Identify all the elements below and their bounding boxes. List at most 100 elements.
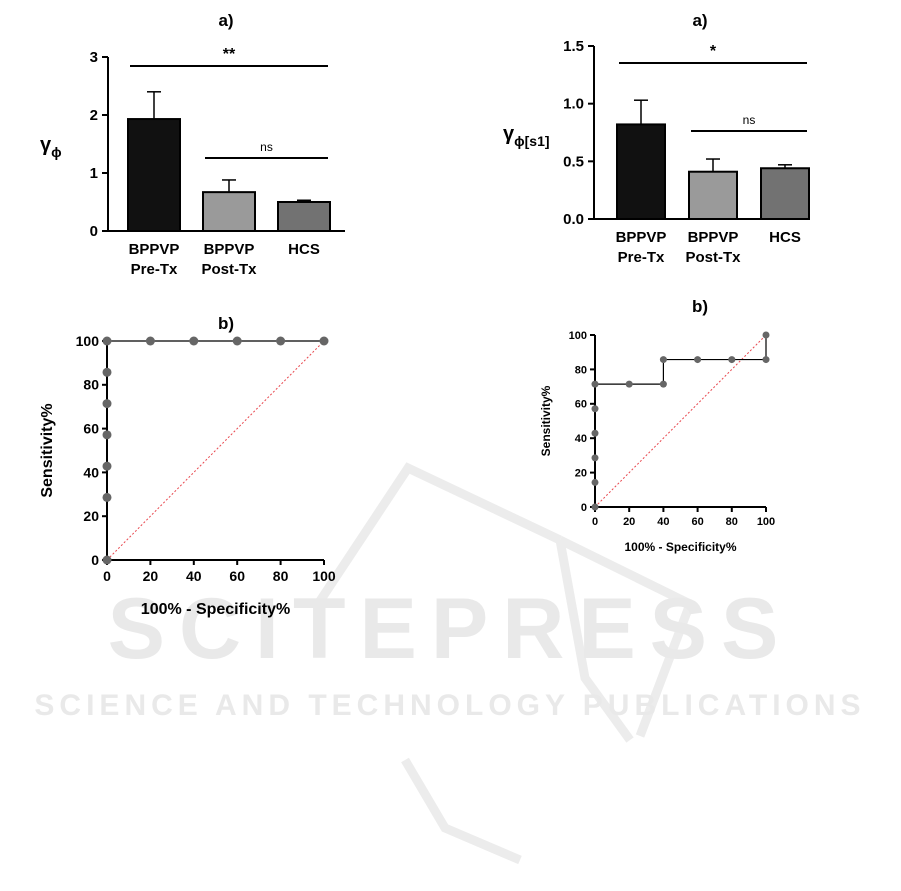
y-tick-label: 60 [575,399,587,411]
roc-point [591,454,599,462]
bar-chart-left: a) γϕ 0 1 2 3 BPPVP Pre-Tx BPPVP Post-Tx HCS ** ns [40,11,345,278]
roc-point [102,336,112,346]
y-tick-label: 20 [83,508,99,524]
y-tick-label: 20 [575,467,587,479]
significance-label: * [710,43,717,60]
x-category-label: BPPVP [616,229,667,246]
x-tick-label: 0 [592,516,598,528]
roc-point [189,336,199,346]
y-tick-label: 40 [83,464,99,480]
bar [277,201,331,232]
y-tick-label: 40 [575,433,587,445]
roc-point [102,461,112,471]
panel-label: a) [218,11,233,30]
x-tick-label: 100 [312,568,336,584]
watermark: SCITEPRESS SCIENCE AND TECHNOLOGY PUBLIC… [34,462,865,865]
x-tick-label: 80 [273,568,289,584]
roc-chart-right: b) 0 20 40 60 80 100 0 20 40 60 80 100 100% - Specifi… [539,297,775,554]
y-tick-label: 60 [83,421,99,437]
y-axis-label: Sensitivity% [539,385,553,456]
reference-line [594,334,767,508]
roc-point [659,356,667,364]
x-category-label: HCS [288,241,320,258]
bar [760,167,810,220]
x-tick-label: 0 [103,568,111,584]
significance-label: ns [743,113,756,127]
bar [202,191,256,232]
roc-point [102,555,112,565]
roc-point [625,380,633,388]
x-tick-label: 20 [143,568,159,584]
roc-chart-left: b) 0 20 40 60 80 100 0 20 40 60 80 100 100% - Specifi… [39,314,336,618]
x-tick-label: 40 [186,568,202,584]
x-axis-label: 100% - Specificity% [624,540,736,554]
x-tick-label: 40 [657,516,669,528]
reference-line [106,340,325,561]
roc-point [102,399,112,409]
bar [616,123,666,220]
x-category-label: HCS [769,229,801,246]
roc-point [145,336,155,346]
y-tick-label: 1 [90,165,98,182]
x-tick-label: 20 [623,516,635,528]
y-tick-label: 0 [90,223,98,240]
roc-point [102,492,112,502]
roc-point [591,405,599,413]
x-category-label: BPPVP [688,229,739,246]
y-tick-label: 2 [90,107,98,124]
y-tick-label: 0.0 [563,211,584,228]
roc-curve-line [106,340,324,560]
y-axis-label: Sensitivity% [39,403,56,497]
panel-label: b) [218,314,234,333]
y-tick-label: 80 [83,377,99,393]
x-tick-label: 100 [757,516,775,528]
significance-label: ns [260,140,273,154]
y-axis-label: γϕ[s1] [503,123,550,149]
roc-point [319,336,329,346]
x-tick-label: 60 [229,568,245,584]
watermark-sub-text: SCIENCE AND TECHNOLOGY PUBLICATIONS [34,689,865,722]
y-tick-label: 100 [76,333,100,349]
roc-point [694,356,702,364]
y-tick-label: 80 [575,364,587,376]
roc-point [591,478,599,486]
roc-point [232,336,242,346]
bar-chart-right: a) γϕ[s1] 0.0 0.5 1.0 1.5 BPPVP Pre-Tx BPPVP Post… [503,11,810,266]
y-tick-label: 0 [581,502,587,514]
y-tick-label: 3 [90,49,98,66]
y-tick-label: 0 [91,552,99,568]
roc-point [659,380,667,388]
roc-point [762,356,770,364]
y-tick-label: 0.5 [563,153,584,170]
roc-point [591,380,599,388]
x-axis-label: 100% - Specificity% [141,601,290,618]
x-category-label: Pre-Tx [618,249,665,266]
roc-point [591,503,599,511]
x-category-label: BPPVP [204,241,255,258]
x-category-label: BPPVP [129,241,180,258]
y-tick-label: 1.0 [563,96,584,113]
panel-label: b) [692,297,708,316]
roc-point [591,429,599,437]
x-tick-label: 60 [691,516,703,528]
x-tick-label: 80 [726,516,738,528]
y-tick-label: 1.5 [563,38,584,55]
roc-point [276,336,286,346]
roc-point [728,356,736,364]
watermark-logo-shape [314,462,696,865]
bar [127,118,181,232]
y-tick-label: 100 [569,330,587,342]
roc-point [102,430,112,440]
panel-label: a) [692,11,707,30]
y-axis-label: γϕ [40,134,62,160]
x-category-label: Post-Tx [201,261,257,278]
watermark-main-text: SCITEPRESS [108,581,793,677]
roc-curve-line [594,335,767,507]
bar [688,170,738,220]
x-category-label: Pre-Tx [131,261,178,278]
roc-point [762,331,770,339]
x-category-label: Post-Tx [685,249,741,266]
roc-point [102,367,112,377]
significance-label: ** [223,46,236,63]
